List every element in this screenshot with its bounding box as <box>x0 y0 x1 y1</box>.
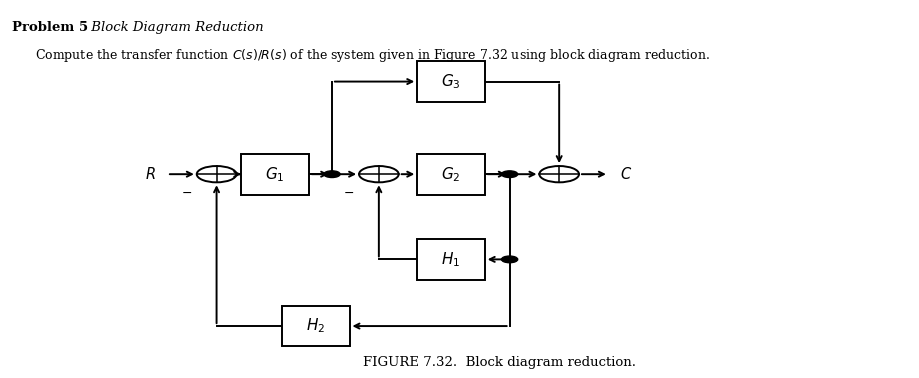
Text: $G_1$: $G_1$ <box>265 165 285 184</box>
Text: $G_2$: $G_2$ <box>441 165 460 184</box>
Text: $G_3$: $G_3$ <box>440 72 460 91</box>
FancyBboxPatch shape <box>416 61 484 102</box>
FancyBboxPatch shape <box>281 306 349 346</box>
Text: $C$: $C$ <box>618 166 631 182</box>
FancyBboxPatch shape <box>416 239 484 280</box>
Text: FIGURE 7.32.  Block diagram reduction.: FIGURE 7.32. Block diagram reduction. <box>363 356 636 369</box>
Circle shape <box>501 256 517 263</box>
Text: $-$: $-$ <box>181 186 192 199</box>
FancyBboxPatch shape <box>241 154 309 195</box>
Text: $H_2$: $H_2$ <box>306 317 325 335</box>
Circle shape <box>358 166 398 182</box>
Text: Problem 5: Problem 5 <box>12 21 88 34</box>
Text: $-$: $-$ <box>343 186 354 199</box>
Text: Compute the transfer function $C(s)/R(s)$ of the system given in Figure 7.32 usi: Compute the transfer function $C(s)/R(s)… <box>35 47 709 64</box>
Circle shape <box>501 171 517 178</box>
Circle shape <box>197 166 236 182</box>
Circle shape <box>323 171 340 178</box>
Text: $R$: $R$ <box>145 166 156 182</box>
Text: $H_1$: $H_1$ <box>441 250 460 269</box>
FancyBboxPatch shape <box>416 154 484 195</box>
Circle shape <box>539 166 578 182</box>
Text: Block Diagram Reduction: Block Diagram Reduction <box>87 21 264 34</box>
